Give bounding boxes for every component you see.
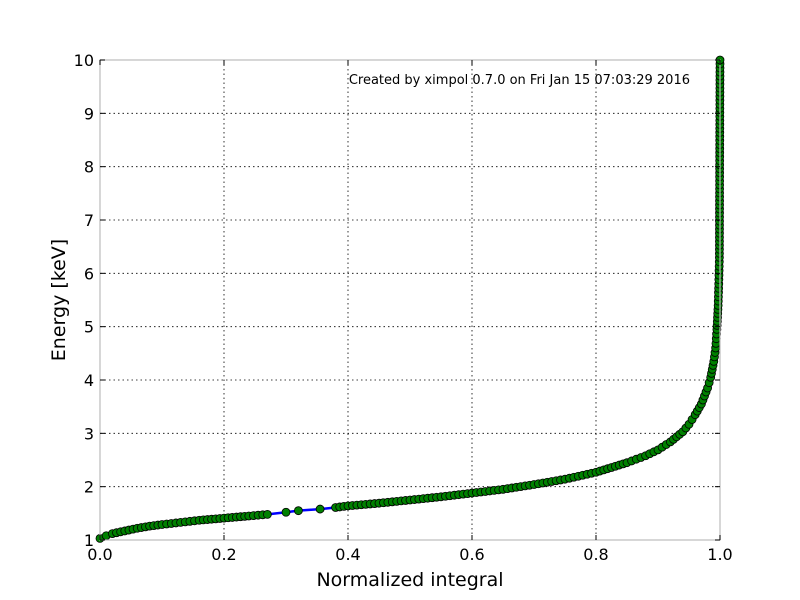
x-tick-label: 0.4 (335, 545, 360, 564)
x-tick-label: 0.2 (211, 545, 236, 564)
series-markers (95, 55, 725, 543)
y-tick-label: 3 (84, 424, 94, 443)
x-tick-label: 0.6 (459, 545, 484, 564)
y-tick-label: 6 (84, 264, 94, 283)
grid-lines (99, 59, 721, 541)
data-point (315, 504, 325, 514)
data-point (281, 507, 291, 517)
y-tick-label: 4 (84, 371, 94, 390)
x-tick-label: 0.8 (583, 545, 608, 564)
y-tick-label: 9 (84, 104, 94, 123)
axis-ticks: 0.0 0.2 0.4 0.6 0.8 1.0 1 2 3 4 5 6 7 8 9 10 (74, 51, 733, 564)
data-point (262, 510, 272, 519)
creation-annotation: Created by ximpol 0.7.0 on Fri Jan 15 07… (349, 73, 690, 88)
data-point (293, 506, 303, 516)
x-tick-label: 0.0 (87, 545, 112, 564)
y-tick-label: 2 (84, 478, 94, 497)
y-tick-label: 7 (84, 211, 94, 230)
y-tick-label: 8 (84, 158, 94, 177)
y-tick-label: 10 (74, 51, 94, 70)
y-tick-label: 1 (84, 531, 94, 550)
plot-frame (99, 59, 721, 541)
series-layer (95, 55, 725, 543)
x-tick-label: 1.0 (707, 545, 732, 564)
y-tick-label: 5 (84, 318, 94, 337)
y-axis-title: Energy [keV] (48, 239, 70, 361)
x-axis-title: Normalized integral (316, 569, 503, 591)
